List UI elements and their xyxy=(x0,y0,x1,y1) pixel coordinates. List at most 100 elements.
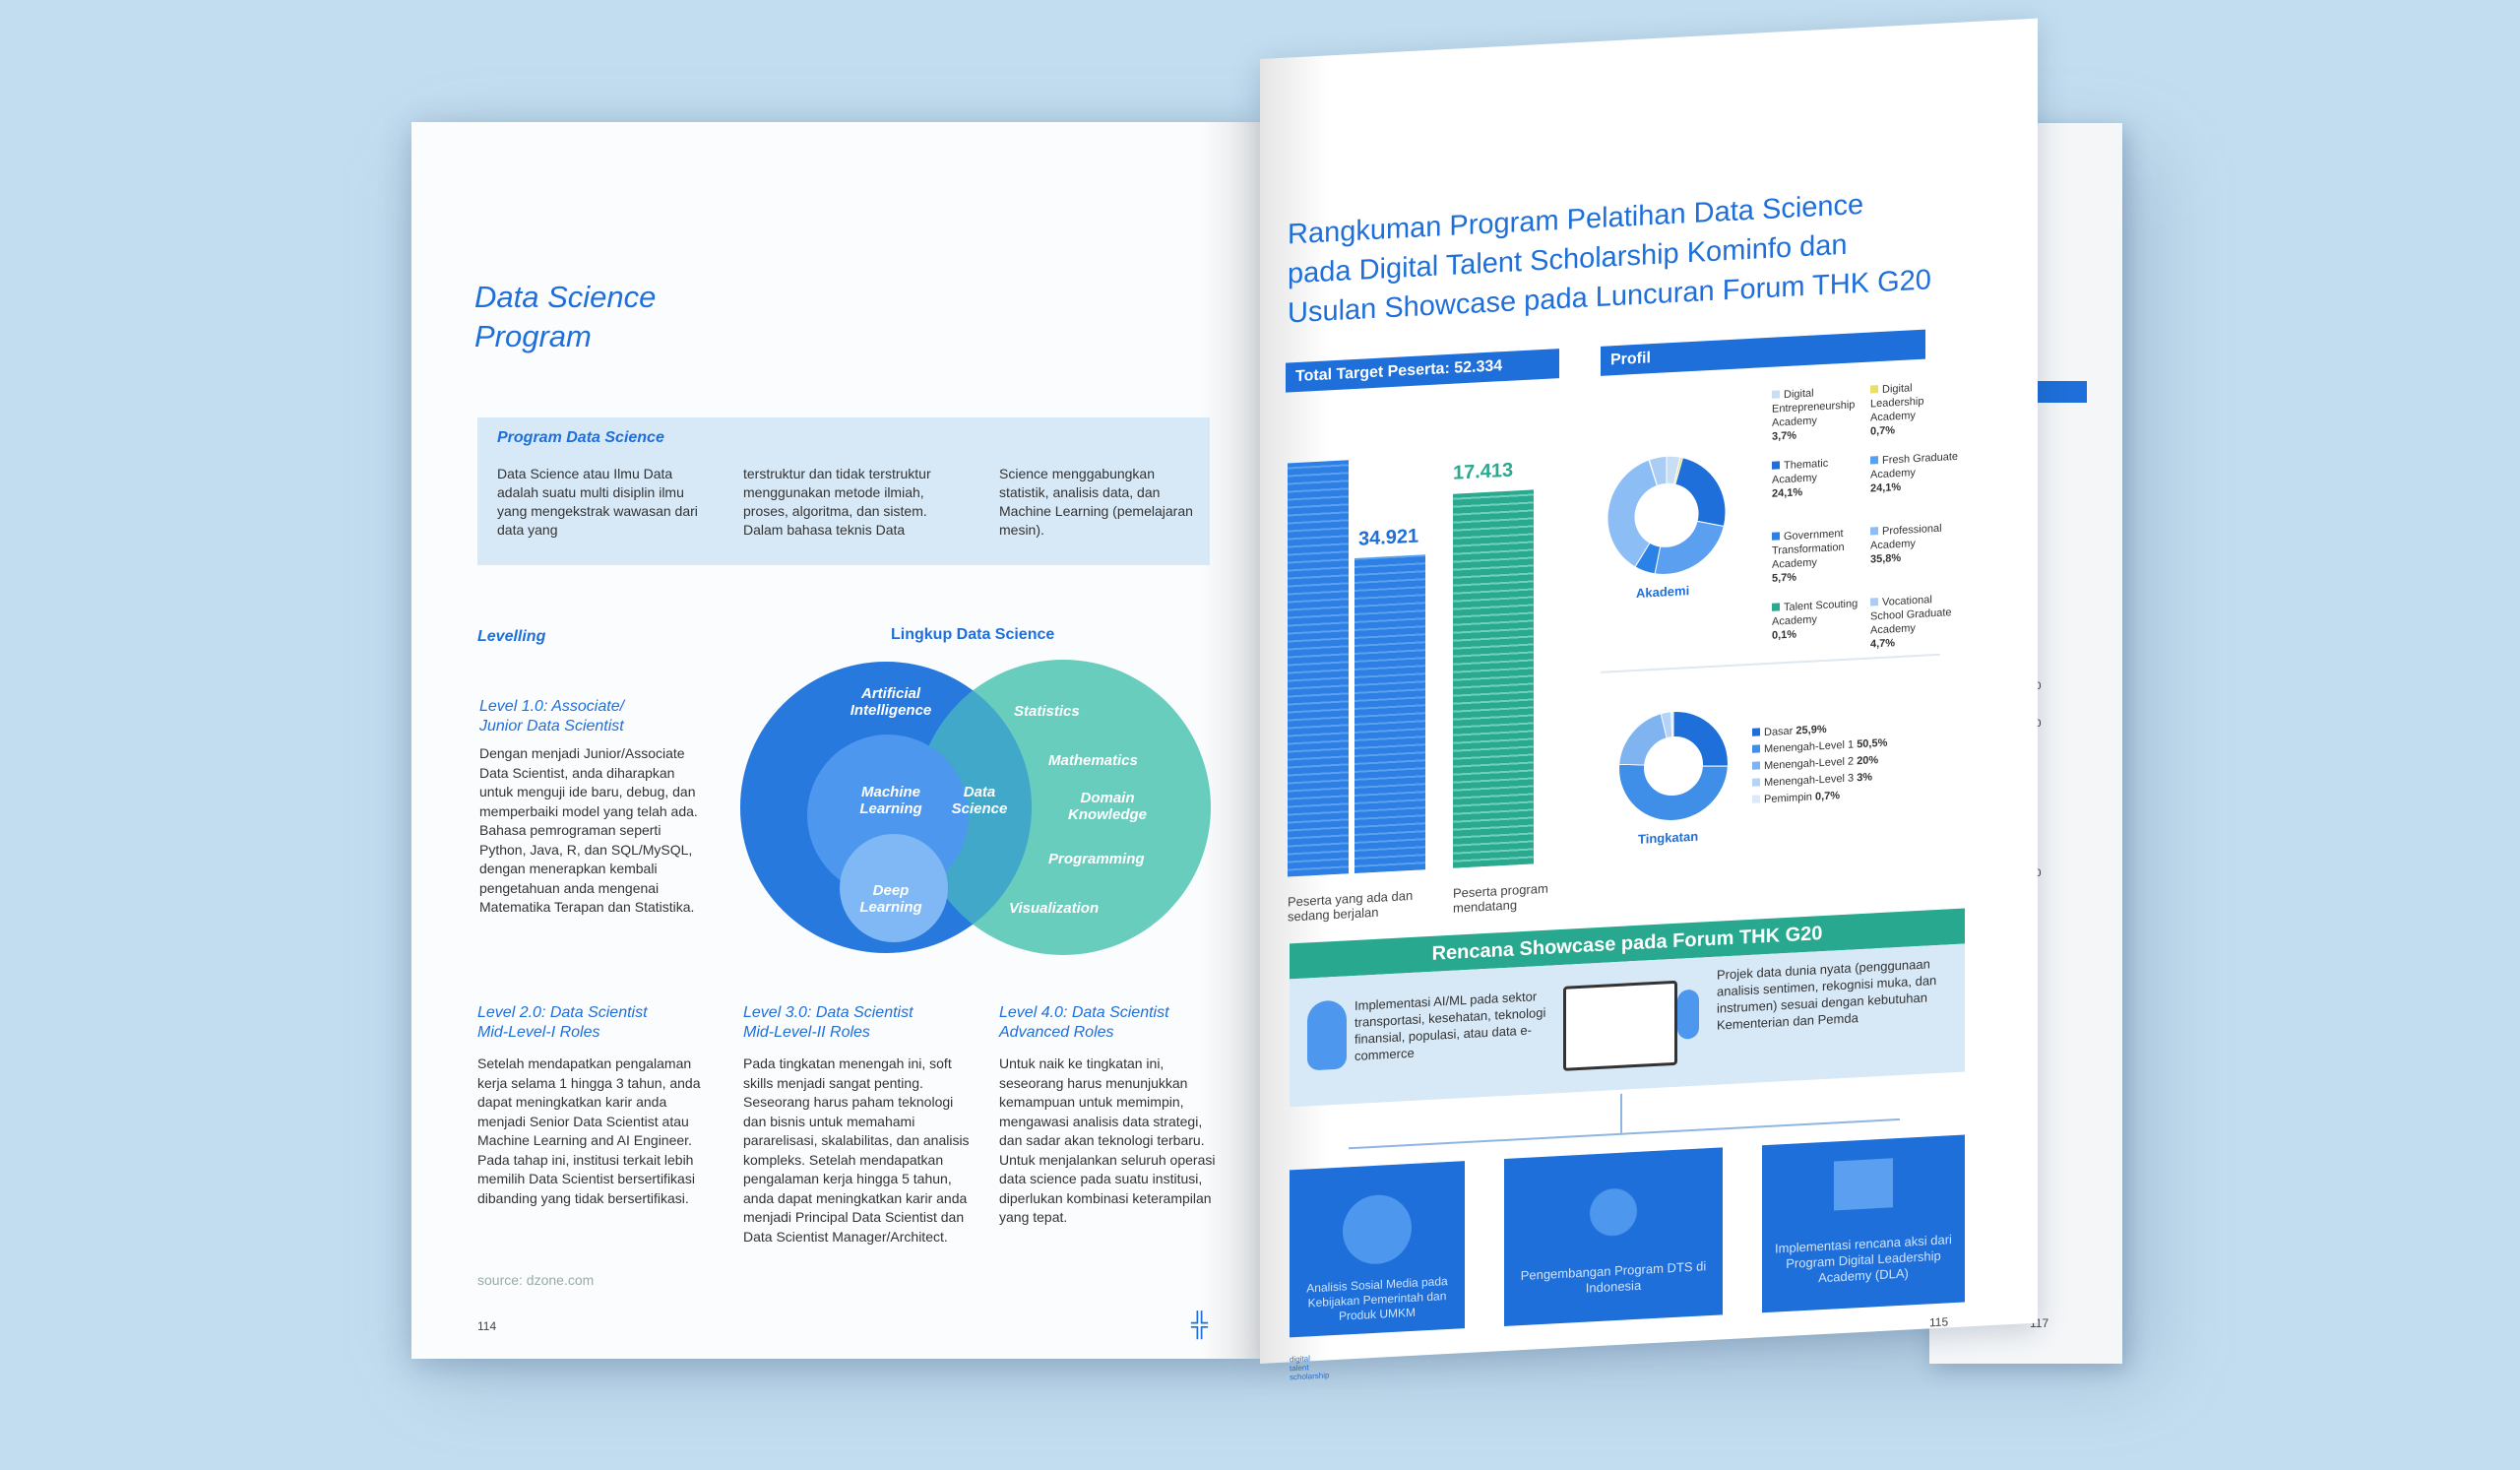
akademi-legend-item: Talent Scouting Academy 0,1% xyxy=(1772,597,1860,643)
tingkatan-legend-pct: 50,5% xyxy=(1857,736,1888,751)
tingkatan-legend-name: Menengah-Level 1 xyxy=(1764,738,1855,756)
legend-swatch xyxy=(1752,795,1760,803)
akademi-slice xyxy=(1606,459,1659,568)
akademi-legend-name: Talent Scouting Academy xyxy=(1772,598,1858,628)
tingkatan-legend-pct: 25,9% xyxy=(1796,723,1827,737)
tingkatan-slice xyxy=(1618,763,1729,821)
venn-circle-ds xyxy=(915,660,1211,955)
right-page: Rangkuman Program Pelatihan Data Science… xyxy=(1260,18,2038,1381)
legend-swatch xyxy=(1752,728,1760,736)
tile-3-text: Implementasi rencana aksi dari Program D… xyxy=(1775,1232,1952,1286)
legend-swatch xyxy=(1772,603,1780,611)
tingkatan-legend-name: Pemimpin xyxy=(1764,791,1812,806)
venn-circle-dl xyxy=(840,834,948,942)
definition-col-3: Science menggabungkan statistik, analisi… xyxy=(999,466,1193,538)
people-bar-upcoming xyxy=(1453,489,1534,868)
venn-label-statistics: Statistics xyxy=(1014,703,1080,720)
akademi-legend-item: Vocational School Graduate Academy 4,7% xyxy=(1870,592,1959,652)
venn-label-ai: Artificial Intelligence xyxy=(850,685,932,719)
definition-col-1: Data Science atau Ilmu Data adalah suatu… xyxy=(497,466,698,538)
robot-small-icon xyxy=(1677,989,1699,1040)
level-3: Level 3.0: Data Scientist Mid-Level-II R… xyxy=(743,1003,999,1246)
level-3-body: Pada tingkatan menengah ini, soft skills… xyxy=(743,1055,970,1245)
akademi-slice xyxy=(1654,520,1725,575)
venn-label-ml: Machine Learning xyxy=(859,784,922,817)
tingkatan-legend-name: Dasar xyxy=(1764,725,1794,739)
tingkatan-slice xyxy=(1618,713,1668,766)
tingkatan-legend-pct: 0,7% xyxy=(1814,790,1841,803)
tingkatan-legend-name: Menengah-Level 3 xyxy=(1764,772,1855,790)
connector-vertical xyxy=(1620,1093,1622,1133)
robot-icon xyxy=(1307,999,1347,1071)
venn-label-domain: Domain Knowledge xyxy=(1067,790,1147,823)
tingkatan-slice xyxy=(1672,711,1729,767)
right-page-number: 115 xyxy=(1929,1314,1949,1330)
tingkatan-donut xyxy=(1618,711,1729,821)
akademi-slice xyxy=(1648,455,1668,486)
people-bar-existing-b xyxy=(1354,554,1425,873)
venn-diagram xyxy=(740,660,1211,955)
tingkatan-slice xyxy=(1670,711,1674,738)
value-upcoming: 17.413 xyxy=(1453,459,1514,484)
level-1: Level 1.0: Associate/ Junior Data Scient… xyxy=(479,697,735,918)
level-4-title-a: Level 4.0: Data Scientist xyxy=(999,1004,1169,1021)
definition-col-2: terstruktur dan tidak terstruktur menggu… xyxy=(743,466,931,538)
legend-swatch xyxy=(1752,761,1760,770)
tile-1-text: Analisis Sosial Media pada Kebijakan Pem… xyxy=(1306,1274,1448,1323)
akademi-legend-item: Digital Leadership Academy 0,7% xyxy=(1870,379,1959,439)
gears-icon xyxy=(1564,1180,1663,1245)
tingkatan-legend-name: Menengah-Level 2 xyxy=(1764,755,1855,773)
akademi-donut xyxy=(1606,455,1727,575)
level-4-body: Untuk naik ke tingkatan ini, seseorang h… xyxy=(999,1055,1216,1225)
showcase-tile-dla: Implementasi rencana aksi dari Program D… xyxy=(1762,1134,1965,1313)
tingkatan-label: Tingkatan xyxy=(1638,828,1699,847)
showcase-right-text: Projek data dunia nyata (penggunaan anal… xyxy=(1717,956,1937,1033)
levelling-heading: Levelling xyxy=(477,628,546,645)
legend-swatch xyxy=(1870,527,1878,536)
akademi-legend-name: Government Transformation Academy xyxy=(1772,527,1845,571)
akademi-legend-item: Fresh Graduate Academy 24,1% xyxy=(1870,450,1959,496)
akademi-legend-name: Thematic Academy xyxy=(1772,457,1829,486)
left-page-number: 114 xyxy=(477,1319,497,1333)
akademi-legend-item: Government Transformation Academy 5,7% xyxy=(1772,526,1860,586)
venn-label-programming: Programming xyxy=(1048,851,1145,867)
right-page-title: Rangkuman Program Pelatihan Data Science… xyxy=(1288,181,1937,334)
showcase-tile-dts: Pengembangan Program DTS di Indonesia xyxy=(1504,1147,1723,1327)
definition-box xyxy=(477,417,1210,565)
venn-label-visualization: Visualization xyxy=(1009,900,1100,917)
page-title: Data Science Program xyxy=(474,278,730,356)
showcase-tile-social: Analisis Sosial Media pada Kebijakan Pem… xyxy=(1290,1161,1465,1338)
brand-text: digital talent scholarship xyxy=(1290,1354,1330,1382)
akademi-legend-name: Fresh Graduate Academy xyxy=(1870,450,1959,481)
akademi-legend-name: Digital Entrepreneurship Academy xyxy=(1772,387,1856,429)
flag-icon xyxy=(1834,1158,1893,1211)
level-2-title-a: Level 2.0: Data Scientist xyxy=(477,1004,648,1021)
tile-2-text: Pengembangan Program DTS di Indonesia xyxy=(1520,1258,1707,1296)
legend-swatch xyxy=(1870,456,1878,465)
venn-label-dl: Deep Learning xyxy=(859,882,922,916)
akademi-legend-item: Professional Academy 35,8% xyxy=(1870,521,1959,567)
level-1-title-a: Level 1.0: Associate/ xyxy=(479,698,625,715)
people-bar-existing-a xyxy=(1288,460,1349,877)
brand-logo-icon: ╬ xyxy=(1191,1311,1209,1338)
level-2-title-b: Mid-Level-I Roles xyxy=(477,1024,600,1041)
tingkatan-legend-pct: 20% xyxy=(1857,754,1879,768)
akademi-legend-item: Digital Entrepreneurship Academy 3,7% xyxy=(1772,384,1860,444)
akademi-legend-name: Vocational School Graduate Academy xyxy=(1870,594,1952,637)
venn-title: Lingkup Data Science xyxy=(891,626,1055,643)
akademi-label: Akademi xyxy=(1636,583,1690,601)
value-existing: 34.921 xyxy=(1358,525,1419,550)
level-4-title-b: Advanced Roles xyxy=(999,1024,1114,1041)
level-3-title-a: Level 3.0: Data Scientist xyxy=(743,1004,914,1021)
akademi-legend-name: Professional Academy xyxy=(1870,522,1942,552)
legend-swatch xyxy=(1752,744,1760,753)
source-note: source: dzone.com xyxy=(477,1272,595,1288)
profil-divider xyxy=(1601,653,1940,673)
level-4: Level 4.0: Data Scientist Advanced Roles… xyxy=(999,1003,1255,1228)
venn-label-ds: Data Science xyxy=(951,784,1008,817)
akademi-legend-item: Thematic Academy 24,1% xyxy=(1772,455,1860,501)
title-line-1: Data Science xyxy=(474,280,657,314)
profil-header: Profil xyxy=(1601,329,1925,376)
level-2: Level 2.0: Data Scientist Mid-Level-I Ro… xyxy=(477,1003,733,1208)
tingkatan-legend-pct: 3% xyxy=(1857,771,1873,785)
